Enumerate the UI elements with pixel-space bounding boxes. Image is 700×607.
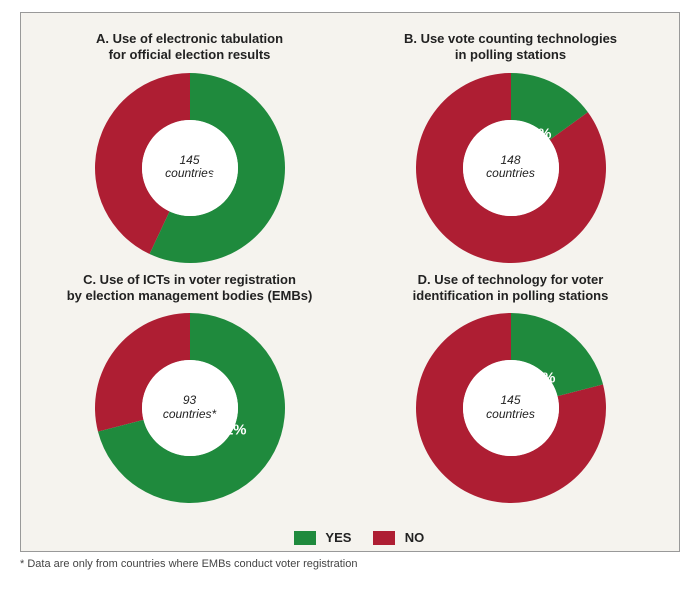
panel-a: A. Use of electronic tabulation for offi… (31, 31, 348, 268)
panel-c-title-line2: by election management bodies (EMBs) (67, 288, 313, 303)
panel-b: B. Use vote counting technologies in pol… (352, 31, 669, 268)
panel-c-center-label: 93 countries* (90, 394, 290, 422)
panel-d-center-unit: countries (486, 407, 535, 421)
panel-a-title: A. Use of electronic tabulation for offi… (96, 31, 283, 64)
panel-d-chart: 145 countries 21% (411, 308, 611, 508)
footnote: * Data are only from countries where EMB… (20, 558, 680, 570)
panel-d-center-count: 145 (500, 393, 520, 407)
panel-c: C. Use of ICTs in voter registration by … (31, 272, 348, 509)
legend: YES NO (21, 529, 679, 545)
panel-a-center-label: 145 countries (90, 154, 290, 182)
legend-no-label: NO (405, 530, 425, 545)
panel-b-title-line1: B. Use vote counting technologies (404, 31, 617, 46)
panel-c-chart: 93 countries* 71% (90, 308, 290, 508)
panel-d-pct-label: 21% (525, 370, 555, 387)
panel-a-title-line1: A. Use of electronic tabulation (96, 31, 283, 46)
panel-a-pct-label: 57% (206, 171, 236, 188)
panel-b-center-label: 148 countries (411, 154, 611, 182)
panel-c-pct-label: 71% (216, 422, 246, 439)
panel-d-title-line2: identification in polling stations (413, 288, 609, 303)
panel-a-title-line2: for official election results (109, 47, 271, 62)
legend-yes-swatch (294, 531, 316, 545)
chart-grid: A. Use of electronic tabulation for offi… (31, 31, 669, 501)
panel-d-title: D. Use of technology for voter identific… (413, 272, 609, 305)
panel-b-title: B. Use vote counting technologies in pol… (404, 31, 617, 64)
panel-c-center-unit: countries* (163, 407, 216, 421)
chart-frame: A. Use of electronic tabulation for offi… (20, 12, 680, 552)
panel-c-title-line1: C. Use of ICTs in voter registration (83, 272, 296, 287)
panel-b-pct-label: 15% (521, 125, 551, 142)
panel-a-chart: 145 countries 57% (90, 68, 290, 268)
panel-c-center-count: 93 (183, 393, 196, 407)
panel-c-title: C. Use of ICTs in voter registration by … (67, 272, 313, 305)
panel-a-center-count: 145 (179, 153, 199, 167)
panel-b-center-unit: countries (486, 167, 535, 181)
panel-d: D. Use of technology for voter identific… (352, 272, 669, 509)
panel-b-title-line2: in polling stations (455, 47, 566, 62)
panel-b-chart: 148 countries 15% (411, 68, 611, 268)
panel-b-center-count: 148 (500, 153, 520, 167)
panel-d-center-label: 145 countries (411, 394, 611, 422)
legend-no-swatch (373, 531, 395, 545)
legend-yes-label: YES (325, 530, 351, 545)
panel-d-title-line1: D. Use of technology for voter (418, 272, 604, 287)
